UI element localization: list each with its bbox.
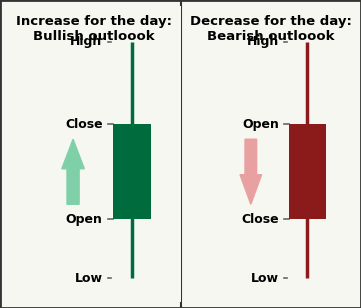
Bar [289, 124, 326, 219]
Text: Open: Open [242, 118, 279, 131]
Text: High: High [70, 35, 103, 48]
Text: Low: Low [251, 272, 279, 285]
Text: Close: Close [65, 118, 103, 131]
FancyArrow shape [62, 139, 84, 204]
Text: Close: Close [242, 213, 279, 225]
Text: High: High [247, 35, 279, 48]
Text: Low: Low [74, 272, 103, 285]
Bar [113, 124, 151, 219]
FancyArrow shape [240, 139, 262, 204]
Text: Open: Open [66, 213, 103, 225]
Text: Increase for the day:
Bullish outloook: Increase for the day: Bullish outloook [16, 15, 172, 43]
Text: Decrease for the day:
Bearish outloook: Decrease for the day: Bearish outloook [190, 15, 352, 43]
